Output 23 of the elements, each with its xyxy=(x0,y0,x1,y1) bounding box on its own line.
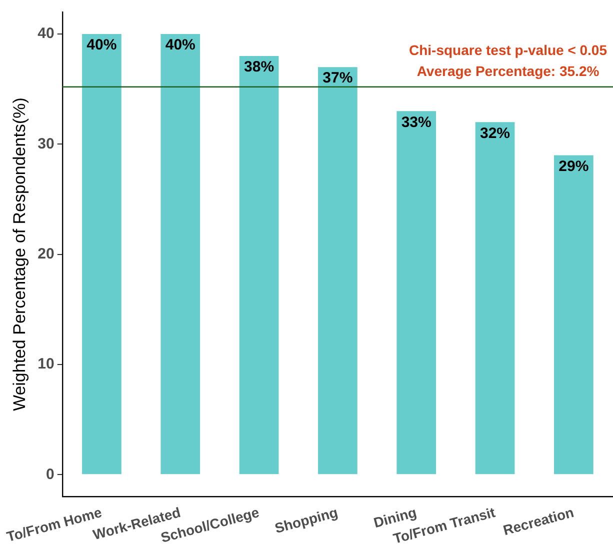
x-tick-label: Shopping xyxy=(272,504,340,536)
bar xyxy=(475,122,515,474)
data-label: 37% xyxy=(322,70,353,87)
bar xyxy=(160,34,200,474)
y-tick-label: 10 xyxy=(38,356,54,373)
y-axis-title: Weighted Percentage of Respondents(%) xyxy=(10,98,30,412)
y-tick-label: 0 xyxy=(46,466,54,483)
data-label: 40% xyxy=(165,36,196,54)
y-tick-label: 30 xyxy=(38,135,54,152)
bar xyxy=(239,56,279,474)
data-label: 40% xyxy=(86,36,117,54)
data-label: 29% xyxy=(558,158,589,175)
bar xyxy=(396,111,436,474)
bar xyxy=(554,155,594,474)
data-label: 32% xyxy=(480,124,510,142)
bar xyxy=(318,67,358,474)
annotation: Chi-square test p-value < 0.05 xyxy=(408,42,608,58)
data-label: 33% xyxy=(401,114,432,131)
y-tick-label: 40 xyxy=(38,25,54,42)
annotation: Average Percentage: 35.2% xyxy=(416,62,600,79)
y-tick-label: 20 xyxy=(38,245,54,262)
data-label: 38% xyxy=(244,58,274,76)
bar xyxy=(82,34,122,474)
